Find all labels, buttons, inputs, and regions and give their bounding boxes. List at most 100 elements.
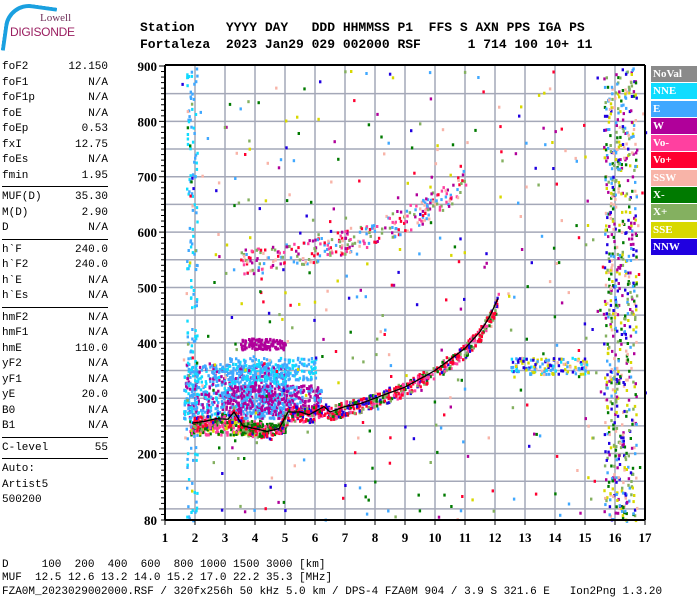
- echo-point: [329, 251, 332, 255]
- echo-point: [194, 249, 197, 253]
- echo-point: [326, 253, 329, 257]
- echo-point: [295, 249, 298, 253]
- echo-point: [183, 375, 186, 379]
- echo-point: [277, 400, 280, 404]
- echo-point: [284, 291, 287, 295]
- echo-point: [313, 300, 317, 304]
- echo-point: [233, 383, 237, 386]
- echo-point: [230, 384, 233, 388]
- echo-point: [613, 149, 616, 153]
- echo-point: [265, 432, 269, 436]
- echo-point: [232, 426, 235, 430]
- echo-point: [265, 358, 269, 362]
- x-tick-label: 17: [639, 530, 653, 545]
- echo-point: [316, 391, 320, 395]
- echo-point: [367, 405, 371, 409]
- echo-point: [450, 505, 453, 508]
- echo-point: [235, 371, 239, 375]
- echo-point: [262, 251, 265, 255]
- echo-point: [611, 219, 615, 223]
- echo-point: [371, 224, 374, 228]
- echo-point: [241, 365, 244, 369]
- echo-point: [194, 452, 197, 456]
- echo-point: [314, 371, 318, 375]
- echo-point: [619, 76, 622, 80]
- echo-point: [607, 212, 610, 216]
- echo-point: [421, 214, 425, 218]
- echo-point: [615, 178, 618, 182]
- echo-point: [632, 512, 635, 516]
- echo-point: [296, 416, 299, 420]
- echo-point: [627, 483, 630, 487]
- echo-point: [193, 418, 196, 422]
- echo-point: [317, 233, 320, 237]
- echo-point: [253, 389, 257, 393]
- echo-point: [618, 454, 621, 458]
- echo-point: [226, 421, 229, 425]
- echo-point: [243, 344, 247, 348]
- echo-point: [241, 338, 244, 342]
- echo-point: [187, 357, 190, 361]
- echo-point: [345, 401, 348, 405]
- echo-point: [610, 394, 613, 398]
- echo-point: [245, 346, 248, 350]
- virtual-height-trace: [191, 298, 499, 433]
- echo-point: [258, 386, 261, 390]
- echo-point: [249, 421, 252, 425]
- echo-point: [626, 342, 629, 345]
- echo-point: [381, 396, 385, 400]
- echo-point: [239, 394, 243, 398]
- echo-point: [252, 408, 255, 412]
- echo-point: [212, 367, 215, 371]
- echo-point: [391, 220, 394, 224]
- echo-point: [194, 329, 197, 333]
- echo-point: [615, 278, 618, 282]
- echo-point: [268, 406, 271, 410]
- echo-point: [191, 242, 194, 246]
- divider: [2, 306, 108, 308]
- echo-point: [299, 412, 302, 416]
- echo-point: [316, 386, 320, 390]
- echo-point: [248, 429, 251, 433]
- echo-point: [554, 492, 557, 496]
- echo-point: [628, 375, 631, 379]
- echo-point: [290, 408, 293, 412]
- echo-point: [248, 338, 251, 341]
- echo-point: [194, 423, 197, 427]
- echo-point: [223, 415, 226, 418]
- echo-point: [458, 183, 461, 187]
- echo-point: [283, 261, 286, 265]
- echo-point: [551, 367, 554, 371]
- echo-point: [562, 362, 565, 366]
- echo-point: [584, 155, 587, 159]
- echo-point: [185, 401, 188, 405]
- echo-point: [253, 341, 256, 345]
- echo-point: [616, 82, 619, 86]
- echo-point: [603, 342, 606, 346]
- echo-point: [188, 190, 191, 194]
- echo-point: [213, 281, 216, 284]
- echo-point: [556, 361, 559, 365]
- echo-point: [340, 403, 343, 407]
- echo-point: [309, 378, 312, 382]
- echo-point: [186, 76, 189, 80]
- echo-point: [217, 421, 220, 425]
- echo-point: [268, 348, 272, 352]
- echo-point: [463, 251, 466, 255]
- echo-point: [287, 373, 291, 377]
- echo-point: [206, 428, 209, 432]
- echo-point: [310, 384, 313, 388]
- logo-line1: Lowell: [40, 12, 72, 24]
- echo-point: [371, 466, 374, 470]
- echo-point: [474, 128, 477, 132]
- echo-point: [352, 407, 356, 411]
- echo-point: [343, 413, 346, 417]
- echo-point: [610, 196, 613, 200]
- echo-point: [616, 313, 620, 317]
- echo-point: [252, 355, 255, 359]
- echo-point: [414, 215, 417, 219]
- echo-point: [376, 225, 379, 228]
- echo-point: [242, 419, 245, 423]
- echo-point: [186, 267, 189, 271]
- echo-point: [404, 229, 407, 233]
